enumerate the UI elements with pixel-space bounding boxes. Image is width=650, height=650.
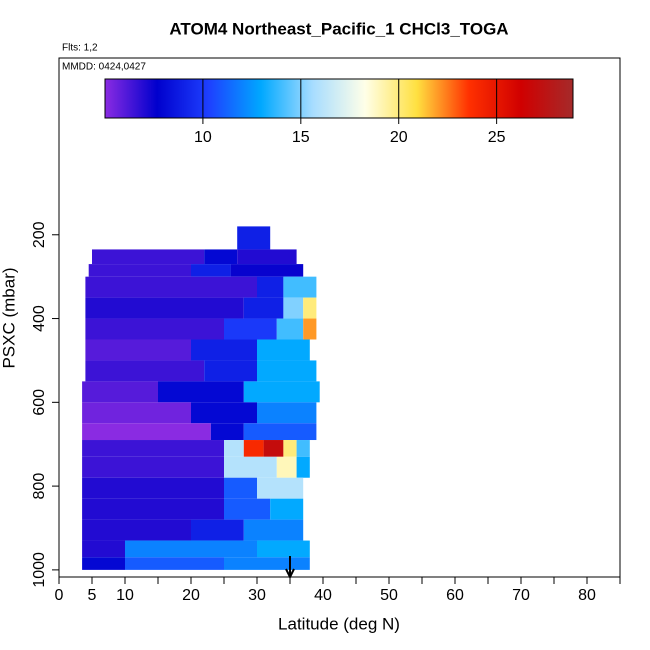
y-tick-label: 400 [31,305,48,332]
x-tick-label: 70 [512,587,530,604]
heatmap-cell [296,456,310,478]
y-tick-label: 200 [31,221,48,248]
heatmap-cell [257,477,304,499]
heatmap-cell [224,456,277,478]
heatmap-cell [224,477,257,499]
heatmap-cell [82,402,191,424]
x-tick-label: 80 [578,587,596,604]
heatmap-cell [296,440,310,457]
heatmap-cell [224,318,277,340]
heatmap-cell [243,423,317,441]
heatmap-cell [243,297,284,319]
heatmap-cell [191,339,257,361]
colorbar [104,78,574,119]
colorbar-tick-label: 15 [292,129,310,146]
heatmap-cell [158,381,244,403]
heatmap-cell [92,249,205,265]
heatmap-cell [82,498,224,520]
x-tick-label: 40 [314,587,332,604]
heatmap-cell [283,297,304,319]
x-tick-label: 10 [116,587,134,604]
heatmap-cell [243,519,304,541]
heatmap-cell [82,381,158,403]
heatmap-cell [191,402,257,424]
heatmap-cell [230,264,304,277]
y-tick-label: 800 [31,473,48,500]
heatmap-cell [257,276,284,298]
heatmap-cell [82,477,224,499]
heatmap-cell [270,498,304,520]
heatmap-cell [82,423,211,441]
heatmap-cell [257,360,317,382]
heatmap-cell [82,456,224,478]
heatmap-cell [85,339,191,361]
heatmap-cell [303,297,317,319]
heatmap-cell [191,519,244,541]
heatmap-cell [237,249,297,265]
heatmap-cell [224,557,310,570]
heatmap-cell [82,519,191,541]
heatmap-cell [204,249,238,265]
y-axis-label: PSXC (mbar) [0,267,18,368]
heatmap-cell [82,557,125,570]
heatmap-cell [85,318,225,340]
heatmap-cell [276,318,304,340]
heatmap-cell [243,440,264,457]
heatmap-cell [257,540,310,558]
heatmap-cell [191,264,231,277]
heatmap-cell [224,498,271,520]
heatmap-cell [257,402,317,424]
heatmap-cell [224,440,244,457]
heatmap-cell [263,440,284,457]
plot-frame [58,57,621,578]
heatmap-cell [85,276,258,298]
dates-label: MMDD: 0424,0427 [62,62,146,73]
heatmap-cell [243,381,320,403]
heatmap-cell [276,456,297,478]
x-tick-label: 0 [55,587,64,604]
colorbar-tick-label: 25 [488,129,506,146]
heatmap-cell [125,557,224,570]
heatmap-cell [257,339,310,361]
y-tick-label: 600 [31,389,48,416]
heatmap-cell [85,297,244,319]
heatmap-cell [85,360,205,382]
heatmap-cell [82,540,125,558]
heatmap-cell [88,264,191,277]
heatmap-cell [283,440,297,457]
colorbar-tick-label: 10 [194,129,212,146]
heatmap-cell [283,276,317,298]
heatmap-cell [237,226,271,250]
chart-title: ATOM4 Northeast_Pacific_1 CHCl3_TOGA [169,19,508,38]
heatmap-cell [82,440,224,457]
x-axis-label: Latitude (deg N) [278,614,400,633]
y-tick-label: 1000 [31,552,48,588]
heatmap-cell [210,423,244,441]
heatmap-cell [125,540,257,558]
flights-label: Flts: 1,2 [62,43,98,54]
colorbar-tick-label: 20 [390,129,408,146]
x-tick-label: 5 [88,587,97,604]
heatmap-cell [303,318,317,340]
heatmap-cell [204,360,257,382]
x-tick-label: 60 [446,587,464,604]
x-tick-label: 20 [182,587,200,604]
x-tick-label: 30 [248,587,266,604]
x-tick-label: 50 [380,587,398,604]
